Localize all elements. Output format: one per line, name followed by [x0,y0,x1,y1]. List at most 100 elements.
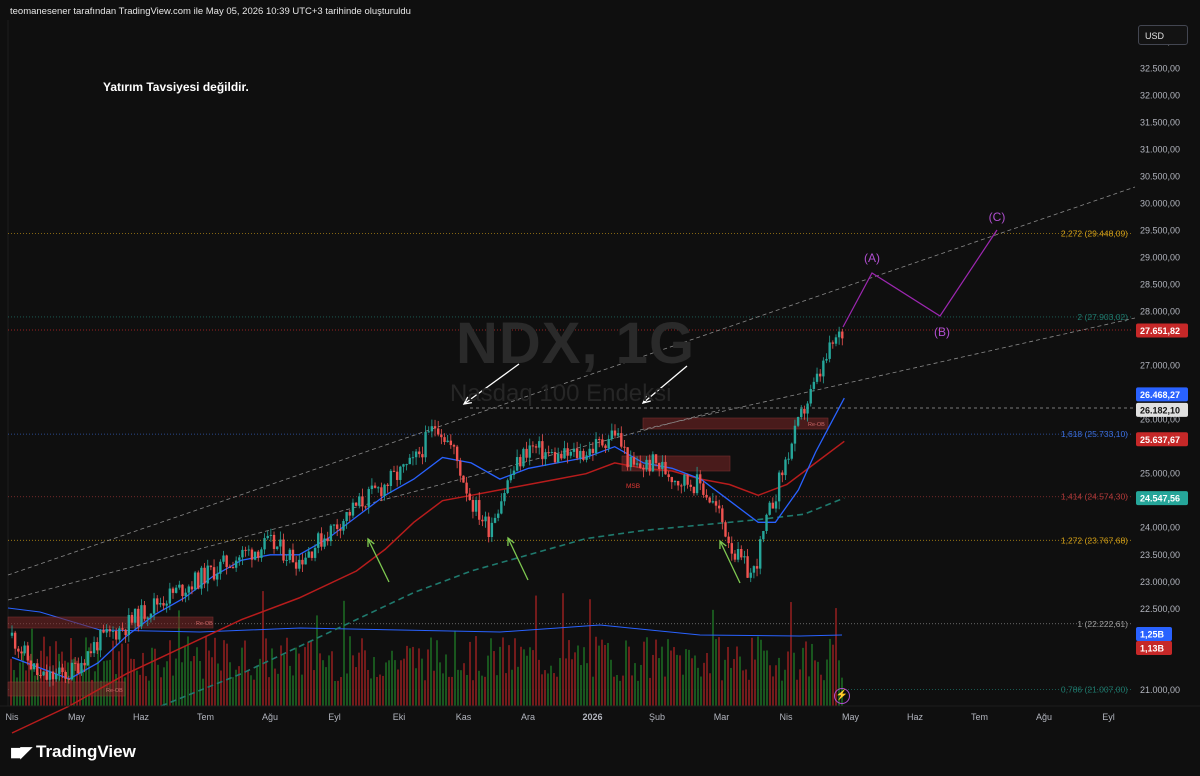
bottom-marker-arrow [507,536,515,547]
y-tick-label: 30.000,00 [1140,199,1180,209]
candle-body [361,496,364,507]
candle-body [667,474,670,478]
candle-body [784,459,787,476]
volume-bar [421,658,423,706]
volume-bar [391,650,393,706]
candle-body [563,448,566,459]
volume-bar [577,645,579,706]
candle-body [503,493,506,502]
candle-body [642,467,645,470]
tradingview-logo[interactable]: ◼◤ TradingView [10,742,136,762]
volume-bar [724,659,726,706]
volume-bar [562,593,564,706]
volume-bar [196,647,198,706]
candle-body [421,454,424,458]
volume-bar [517,666,519,706]
candle-body [92,642,96,654]
volume-bar [598,645,600,706]
volume-bar [754,659,756,706]
volume-bar [244,640,246,706]
candle-body [386,484,389,487]
candle-body [512,470,516,475]
candle-body [809,388,812,404]
volume-bar [136,670,138,706]
volume-bar [685,649,687,706]
volume-bar [88,647,90,706]
volume-bar [748,679,750,706]
price-badge-label: 26.182,10 [1140,405,1180,415]
volume-bar [325,667,327,706]
price-axis [1133,20,1200,710]
volume-bar [334,680,336,706]
volume-bar [121,643,123,706]
volume-bar [625,640,627,706]
candle-body [234,560,238,568]
candle-body [216,573,219,580]
volume-bar [511,669,513,706]
candle-body [828,342,831,359]
candle-body [190,586,194,590]
candle-body [515,457,519,471]
candle-body [544,452,547,460]
candle-body [496,513,500,518]
volume-bar [670,650,672,706]
candle-body [777,472,781,502]
candle-body [26,645,29,661]
candle-body [399,466,402,480]
x-tick-label: Şub [649,712,665,722]
volume-bar [751,637,753,706]
ma-slow-line [160,497,845,707]
volume-bar [535,595,537,706]
volume-bar [22,651,24,706]
fib-level-label: 1 (22.222,61) [1077,619,1128,629]
volume-bar [259,658,261,706]
volume-bar [382,675,384,706]
candle-body [39,675,42,677]
volume-bar [112,640,114,706]
volume-bar [454,630,456,706]
price-badge [1136,323,1188,338]
lightning-icon[interactable]: ⚡ [834,688,850,704]
volume-bar [451,676,453,706]
y-tick-label: 29.000,00 [1140,253,1180,263]
volume-bar [763,650,765,706]
volume-bar [682,674,684,706]
volume-bar [241,647,243,706]
x-tick-label: Kas [456,712,472,722]
candle-body [800,408,803,417]
volume-bar [490,638,492,706]
volume-bar [331,651,333,706]
currency-button[interactable]: USD [1138,25,1188,45]
candle-body [298,559,301,569]
candle-body [538,441,541,448]
candle-body [509,474,513,481]
volume-bar [130,658,132,706]
volume-bar [220,670,222,706]
volume-bar [478,670,480,706]
volume-bar [544,670,546,706]
y-tick-label: 21.000,00 [1140,685,1180,695]
wave-label: (B) [934,325,950,339]
wave-label: (C) [989,210,1006,224]
volume-bar [571,659,573,706]
candle-body [373,485,377,488]
volume-bar [508,645,510,706]
candle-body [459,460,462,476]
candle-body [569,451,572,456]
candle-body [96,642,99,651]
ob-label: Re-OB [808,422,825,428]
volume-bar [829,638,831,706]
volume-bar [661,646,663,706]
candle-body [146,617,149,619]
candle-body [831,342,835,344]
candle-body [348,512,351,516]
volume-bar [796,679,798,706]
volume-bar [394,660,396,706]
candle-body [140,605,143,627]
candle-body [598,439,601,441]
volume-bar [199,661,201,706]
candle-body [433,426,437,429]
candle-body [796,416,800,426]
volume-bar [412,646,414,706]
